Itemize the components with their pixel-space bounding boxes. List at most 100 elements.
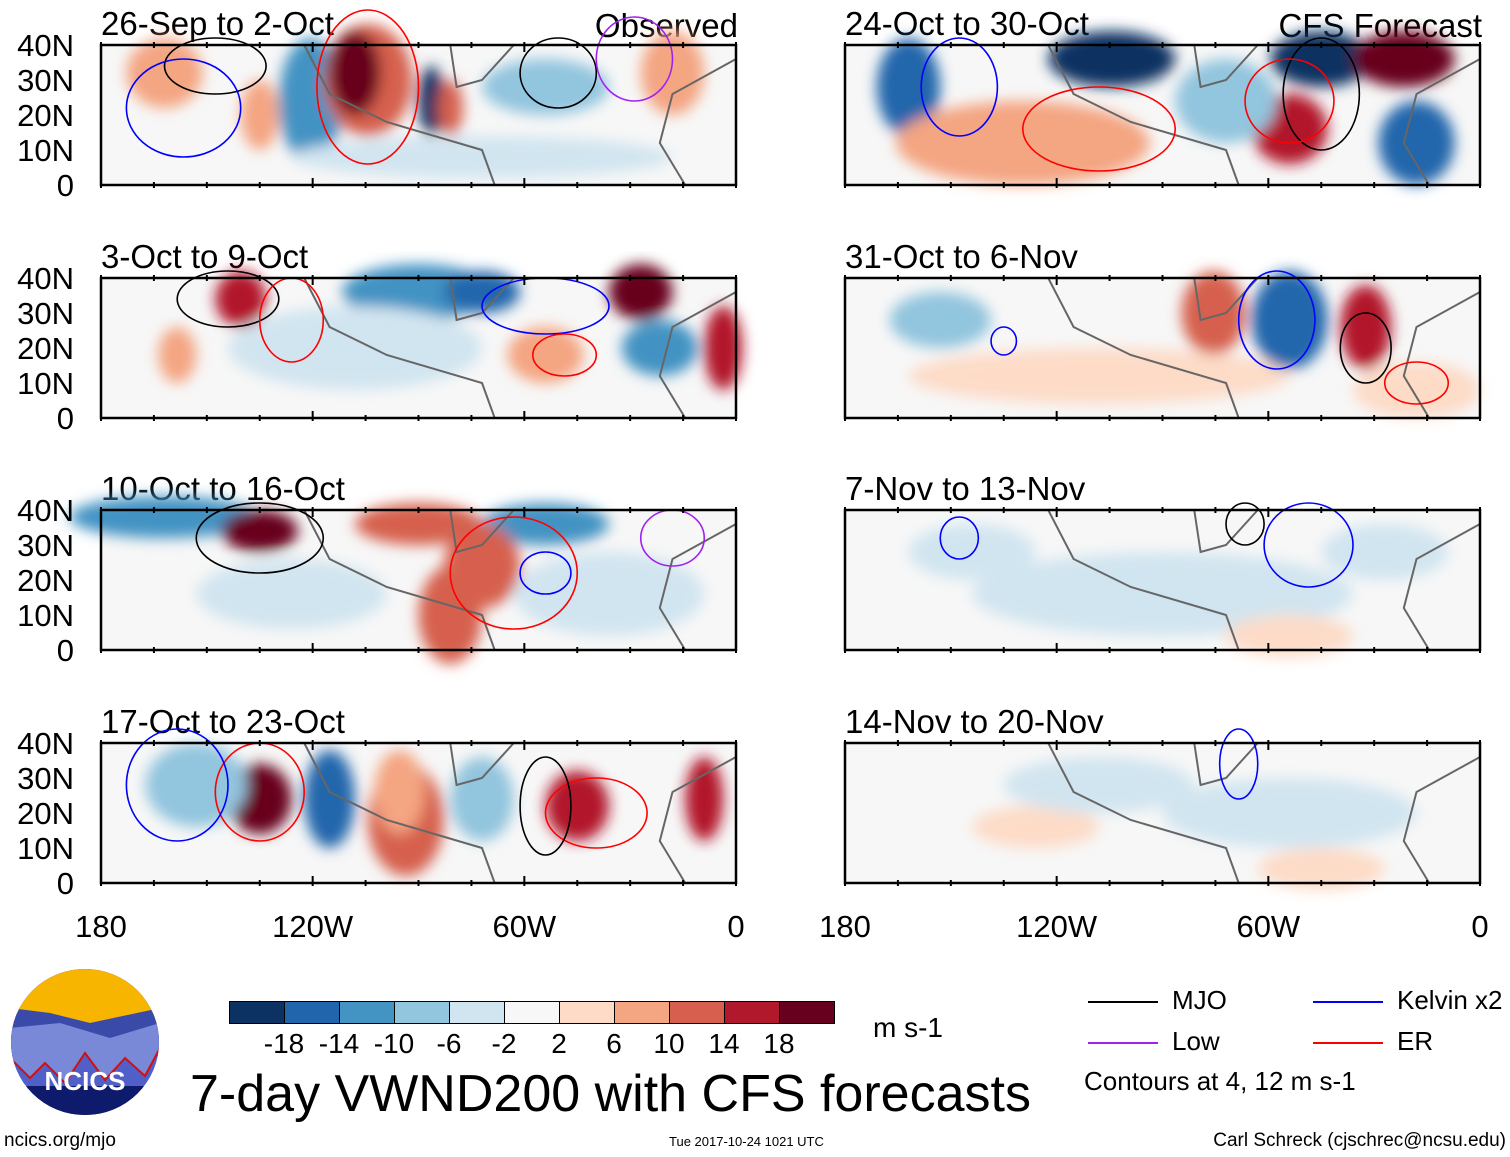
map-panel: [99, 728, 738, 886]
lon-tick-label: 0: [1471, 909, 1489, 944]
wave-contour: [1282, 37, 1361, 151]
colorbar-label: -2: [491, 1028, 517, 1059]
wave-contour: [1339, 312, 1392, 384]
lat-tick-label: 10N: [17, 831, 74, 866]
lat-tick-label: 10N: [17, 598, 74, 633]
coastline: [1047, 742, 1481, 884]
footer-timestamp: Tue 2017-10-24 1021 UTC: [669, 1134, 824, 1149]
panel-title: 26-Sep to 2-Oct: [101, 5, 334, 42]
anomaly-region: [895, 101, 1150, 185]
footer-url[interactable]: ncics.org/mjo: [4, 1130, 116, 1151]
colorbar-swatch: [284, 1001, 340, 1024]
colorbar-label: -6: [436, 1028, 462, 1059]
lat-tick-label: 30N: [17, 63, 74, 98]
colorbar-swatch: [504, 1001, 560, 1024]
wave-contour: [125, 728, 229, 842]
anomaly-region: [450, 757, 514, 841]
lon-tick-label: 60W: [1236, 909, 1301, 944]
anomaly-region: [1353, 31, 1455, 87]
footer-author: Carl Schreck (cjschrec@ncsu.edu): [1213, 1130, 1506, 1151]
colorbar-swatch: [614, 1001, 670, 1024]
colorbar-swatch: [339, 1001, 395, 1024]
contour-note: Contours at 4, 12 m s-1: [1084, 1066, 1356, 1096]
anomaly-region: [443, 271, 521, 313]
anomaly-region: [145, 743, 248, 827]
lon-tick-label: 180: [75, 909, 127, 944]
anomaly-region: [1226, 615, 1353, 657]
wave-contour: [1022, 86, 1176, 172]
wave-contour: [531, 333, 598, 377]
lat-tick-label: 40N: [17, 726, 74, 761]
colorbar-label: 10: [653, 1028, 685, 1059]
wave-contour: [595, 16, 674, 102]
anomaly-region: [621, 320, 698, 376]
anomaly-region: [215, 271, 267, 327]
anomaly-region: [507, 327, 584, 383]
lat-tick-label: 30N: [17, 761, 74, 796]
lon-tick-label: 0: [727, 909, 745, 944]
wave-contour: [176, 270, 280, 328]
anomaly-region: [1340, 285, 1392, 369]
panel-title: 17-Oct to 23-Oct: [101, 703, 345, 740]
coastline: [303, 44, 737, 186]
wave-contour: [195, 502, 325, 574]
legend-line: [1313, 1042, 1383, 1044]
logo-text: NCICS: [45, 1066, 126, 1096]
lat-tick-label: 0: [56, 866, 74, 901]
anomaly-region: [418, 66, 444, 136]
anomaly-region: [640, 31, 705, 115]
anomaly-region: [1257, 848, 1385, 890]
wave-contour: [1244, 58, 1335, 144]
anomaly-region: [876, 38, 941, 136]
lon-tick-label: 120W: [272, 909, 354, 944]
wave-contour: [316, 9, 420, 165]
anomaly-region: [685, 757, 724, 841]
lat-tick-label: 10N: [17, 366, 74, 401]
map-panel: [99, 264, 743, 421]
lat-tick-label: 20N: [17, 563, 74, 598]
wave-contour: [125, 58, 242, 158]
wave-contour: [920, 37, 999, 137]
map-panel: [843, 728, 1482, 890]
colorbar-swatch: [559, 1001, 615, 1024]
colorbar-label: -10: [373, 1028, 415, 1059]
map-panel: [843, 502, 1482, 657]
anomaly-region: [228, 306, 482, 390]
panel-title: 14-Nov to 20-Nov: [845, 703, 1104, 740]
anomaly-region: [1162, 778, 1417, 848]
lat-tick-label: 0: [56, 168, 74, 203]
anomaly-region: [158, 327, 197, 383]
wave-contour: [544, 777, 648, 849]
anomaly-region: [437, 80, 463, 136]
lat-tick-label: 20N: [17, 796, 74, 831]
colorbar-label: 6: [606, 1028, 622, 1059]
colorbar-units: m s-1: [873, 1012, 943, 1043]
anomaly-region: [1003, 757, 1195, 813]
colorbar-label: -14: [318, 1028, 360, 1059]
wave-contour: [163, 37, 267, 95]
map-panel: [843, 270, 1482, 421]
lat-tick-label: 40N: [17, 493, 74, 528]
legend-line: [1088, 1042, 1158, 1044]
anomaly-region: [196, 559, 387, 629]
anomaly-region: [291, 136, 673, 178]
lat-tick-label: 10N: [17, 133, 74, 168]
lat-tick-label: 30N: [17, 528, 74, 563]
lat-tick-label: 20N: [17, 98, 74, 133]
colorbar-swatch: [229, 1001, 285, 1024]
colorbar-label: 14: [708, 1028, 740, 1059]
map-panel: [69, 496, 738, 664]
colorbar-swatch: [394, 1001, 450, 1024]
colorbar-swatch: [449, 1001, 505, 1024]
coastline: [1047, 277, 1481, 419]
anomaly-region: [1048, 31, 1176, 87]
lon-tick-label: 180: [819, 909, 871, 944]
map-panel: [99, 9, 738, 188]
anomaly-region: [304, 750, 355, 848]
wave-contour: [1263, 502, 1354, 588]
panel-title: 7-Nov to 13-Nov: [845, 470, 1086, 507]
anomaly-region: [329, 31, 381, 115]
colorbar-label: -18: [263, 1028, 305, 1059]
colorbar-label: 2: [551, 1028, 567, 1059]
ncics-logo: NCICS: [10, 968, 160, 1116]
